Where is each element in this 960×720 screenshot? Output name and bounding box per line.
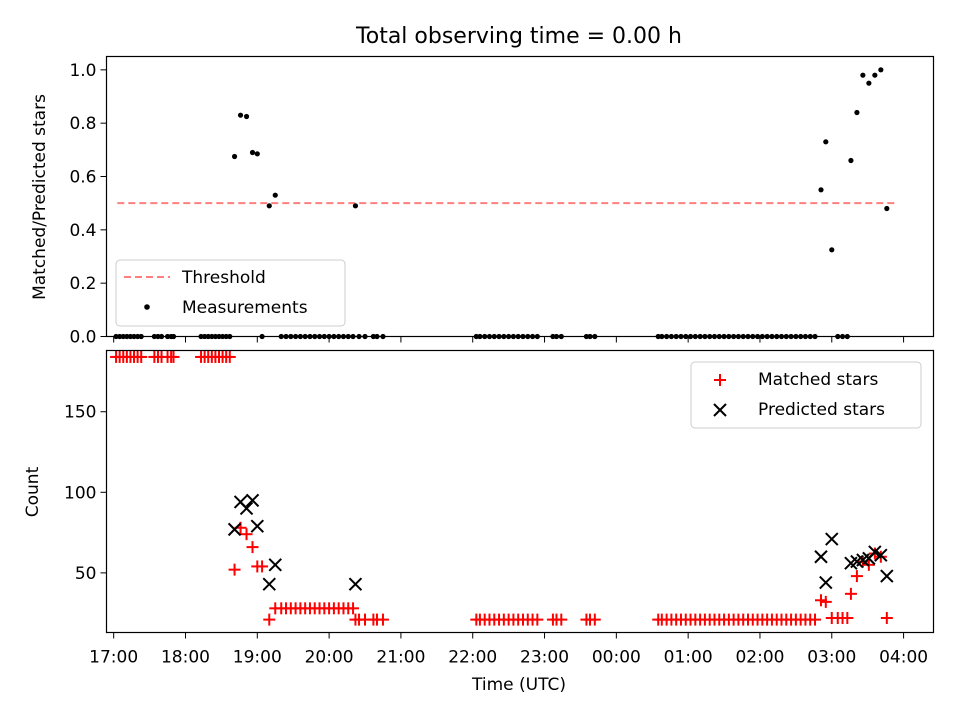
matched-star-point [167,350,180,363]
top-legend-box [115,259,346,327]
measurement-point [860,72,866,78]
bottom-panel: 50 100 150 17:00 18:00 19:00 20:00 21:00 22:00 2… [23,349,935,695]
x-tick-label: 17:00 [89,648,138,668]
predicted-stars-series [227,493,894,591]
legend-predicted-swatch [713,403,727,417]
matched-star-point [531,613,544,626]
matched-stars-series [110,350,893,626]
top-y-tick-label: 0.8 [69,114,96,134]
matched-star-point [555,613,568,626]
x-axis-label: Time (UTC) [471,675,566,695]
x-tick-label: 23:00 [520,648,569,668]
measurement-point [243,113,250,120]
bottom-y-axis: 50 100 150 [64,403,107,584]
measurement-point [866,80,872,86]
predicted-star-point [239,501,254,516]
measurement-point [818,187,824,193]
predicted-star-point [874,548,888,562]
matched-star-point [240,528,253,541]
measurement-point [848,157,854,164]
x-tick-label: 00:00 [592,648,641,668]
legend-matched-label: Matched stars [758,370,878,390]
matched-star-point [850,570,863,583]
measurement-point [237,112,244,118]
x-tick-label: 03:00 [807,648,856,668]
matched-star-point [844,587,857,600]
bottom-legend-box [690,361,922,429]
bottom-y-tick-label: 50 [75,564,97,584]
x-tick-label: 21:00 [376,648,425,668]
bottom-y-tick-label: 150 [64,403,96,423]
measurement-point [872,72,878,78]
predicted-star-point [262,577,276,591]
matched-star-point [819,595,832,608]
top-y-label: Matched/Predicted stars [30,94,50,300]
x-tick-label: 20:00 [305,648,354,668]
measurement-point [231,153,238,160]
predicted-star-point [814,550,828,564]
x-tick-label: 22:00 [448,648,497,668]
top-plot-frame [105,55,935,338]
measurement-point [352,203,359,209]
matched-star-point [228,563,241,576]
predicted-star-point [819,575,833,590]
bottom-x-axis: 17:00 18:00 19:00 20:00 21:00 22:00 23:00 00:00… [89,632,928,668]
matched-star-point [256,560,269,573]
matched-star-point [880,611,893,624]
top-y-tick-label: 0.2 [69,274,96,294]
predicted-star-point [825,532,839,546]
matched-star-point [588,613,601,626]
matched-star-point [223,350,236,363]
bottom-plot-frame [105,349,935,634]
predicted-star-point [227,522,242,537]
figure-title: Total observing time = 0.00 h [355,24,682,49]
top-y-tick-label: 1.0 [69,61,96,81]
measurement-point [254,151,260,157]
bottom-y-label: Count [23,466,43,517]
measurement-point [249,149,256,156]
x-tick-label: 19:00 [233,648,282,668]
matched-star-point [135,350,148,363]
predicted-star-point [268,558,282,572]
legend-predicted-label: Predicted stars [758,400,885,420]
measurement-point [854,109,860,116]
measurement-point [823,139,829,145]
top-x-ticks [113,336,905,343]
predicted-star-point [250,519,265,533]
matched-star-point [347,602,360,615]
legend-matched-swatch [714,374,726,386]
measurement-point [266,203,272,209]
predicted-star-point [245,493,260,508]
top-y-tick-label: 0.0 [69,328,96,348]
matched-star-point [263,613,276,626]
matched-star-point [246,541,259,554]
measurement-point [884,205,890,212]
measurement-point [878,67,884,73]
legend-measurements-label: Measurements [182,298,308,318]
top-panel: 0.0 0.2 0.4 0.6 0.8 1.0 Matched/Predicted sta… [30,55,935,348]
legend-threshold-label: Threshold [181,268,266,288]
bottom-legend: Matched stars Predicted stars [690,361,922,429]
measurement-point [272,192,278,198]
predicted-star-point [880,569,894,583]
top-y-axis: 0.0 0.2 0.4 0.6 0.8 1.0 [69,61,107,348]
predicted-star-point [348,577,363,591]
matched-star-point [841,611,854,624]
top-y-tick-label: 0.4 [69,221,96,241]
legend-measurements-swatch [144,304,150,310]
measurement-point [829,247,835,253]
x-tick-label: 04:00 [879,648,928,668]
top-legend: Threshold Measurements [115,259,346,327]
matched-star-point [376,613,389,626]
top-y-tick-label: 0.6 [69,168,96,188]
x-tick-label: 01:00 [664,648,713,668]
matched-star-point [809,613,822,626]
bottom-y-tick-label: 100 [64,483,96,503]
x-tick-label: 02:00 [735,648,784,668]
x-tick-label: 18:00 [161,648,210,668]
